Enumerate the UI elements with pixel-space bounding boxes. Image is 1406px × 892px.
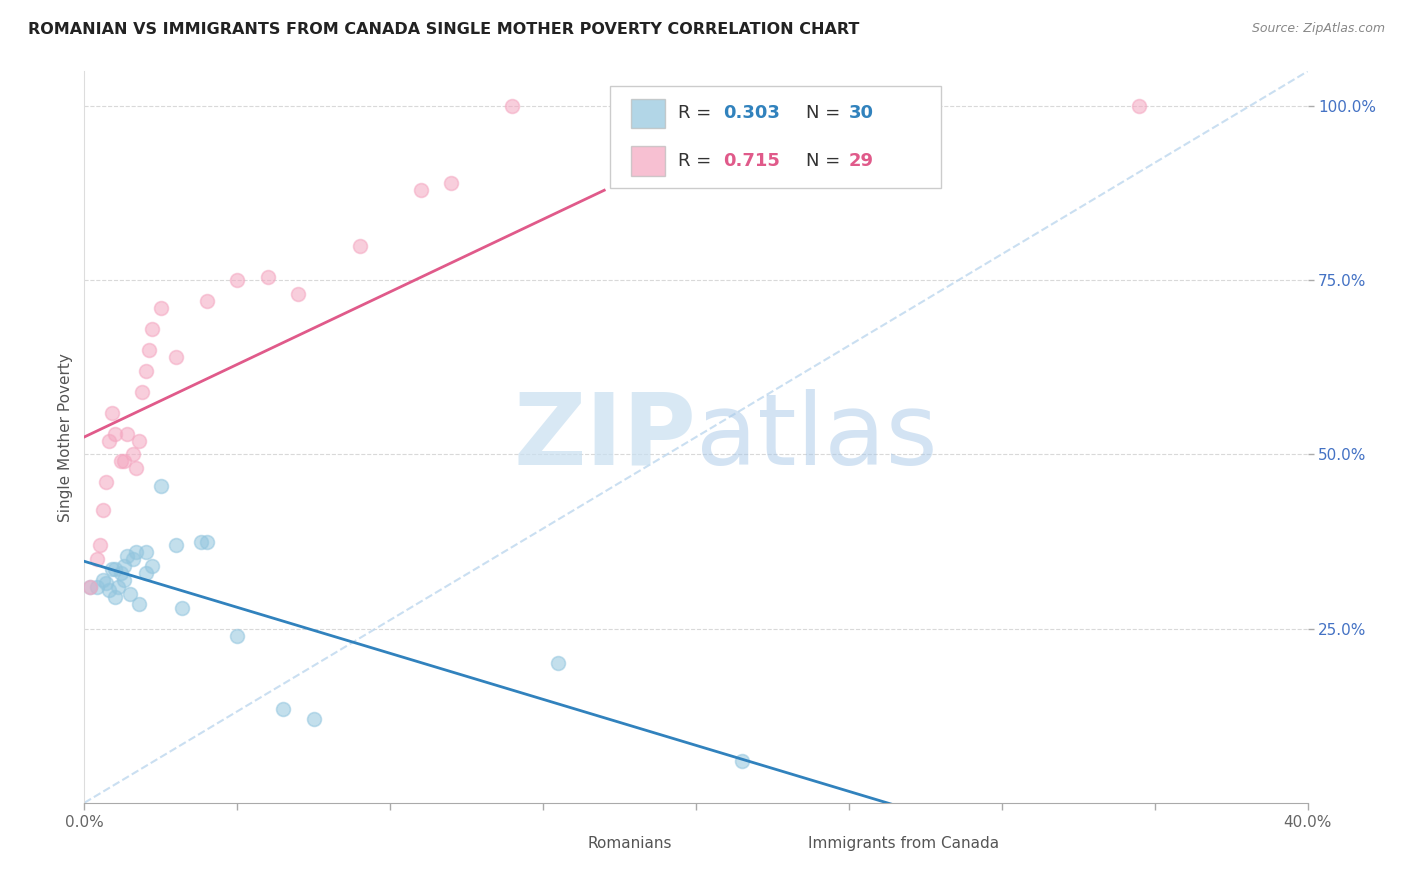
Text: Romanians: Romanians bbox=[588, 836, 672, 851]
Point bbox=[165, 350, 187, 364]
Point bbox=[112, 573, 135, 587]
Point bbox=[138, 343, 160, 357]
Point bbox=[195, 294, 218, 309]
Text: N =: N = bbox=[806, 104, 846, 122]
Point bbox=[89, 538, 111, 552]
Point bbox=[149, 301, 172, 316]
Point bbox=[226, 273, 249, 287]
FancyBboxPatch shape bbox=[610, 86, 941, 188]
Point bbox=[104, 591, 127, 605]
Point bbox=[94, 475, 117, 490]
Point bbox=[135, 566, 157, 580]
Point bbox=[110, 566, 132, 580]
Point bbox=[135, 545, 157, 559]
Point bbox=[91, 573, 114, 587]
Point bbox=[172, 600, 194, 615]
Point bbox=[86, 580, 108, 594]
Y-axis label: Single Mother Poverty: Single Mother Poverty bbox=[58, 352, 73, 522]
Text: Immigrants from Canada: Immigrants from Canada bbox=[808, 836, 998, 851]
Point bbox=[125, 461, 148, 475]
Text: ROMANIAN VS IMMIGRANTS FROM CANADA SINGLE MOTHER POVERTY CORRELATION CHART: ROMANIAN VS IMMIGRANTS FROM CANADA SINGL… bbox=[28, 22, 859, 37]
Point bbox=[195, 534, 218, 549]
Text: Source: ZipAtlas.com: Source: ZipAtlas.com bbox=[1251, 22, 1385, 36]
Point bbox=[1128, 99, 1150, 113]
Text: 0.303: 0.303 bbox=[723, 104, 780, 122]
Point bbox=[112, 454, 135, 468]
Text: R =: R = bbox=[678, 152, 717, 170]
Text: N =: N = bbox=[806, 152, 846, 170]
Point bbox=[112, 558, 135, 573]
FancyBboxPatch shape bbox=[550, 835, 582, 851]
Point bbox=[79, 580, 101, 594]
Point bbox=[122, 552, 145, 566]
Point bbox=[97, 583, 120, 598]
Point bbox=[271, 702, 294, 716]
Point bbox=[101, 562, 124, 576]
Point bbox=[257, 269, 280, 284]
Point bbox=[731, 754, 754, 768]
Point bbox=[165, 538, 187, 552]
Text: 30: 30 bbox=[849, 104, 875, 122]
Point bbox=[128, 597, 150, 611]
Point bbox=[104, 426, 127, 441]
Point bbox=[226, 629, 249, 643]
FancyBboxPatch shape bbox=[631, 146, 665, 176]
Point bbox=[141, 558, 163, 573]
Point bbox=[110, 454, 132, 468]
FancyBboxPatch shape bbox=[769, 835, 801, 851]
Point bbox=[547, 657, 569, 671]
Text: atlas: atlas bbox=[696, 389, 938, 485]
Point bbox=[97, 434, 120, 448]
Point bbox=[107, 580, 129, 594]
Text: ZIP: ZIP bbox=[513, 389, 696, 485]
FancyBboxPatch shape bbox=[631, 99, 665, 128]
Point bbox=[149, 479, 172, 493]
Point bbox=[141, 322, 163, 336]
Point bbox=[128, 434, 150, 448]
Point bbox=[101, 406, 124, 420]
Point bbox=[79, 580, 101, 594]
Point bbox=[91, 503, 114, 517]
Point bbox=[502, 99, 524, 113]
Point bbox=[287, 287, 309, 301]
Text: 29: 29 bbox=[849, 152, 875, 170]
Point bbox=[120, 587, 142, 601]
Point bbox=[190, 534, 212, 549]
Point bbox=[409, 183, 432, 197]
Point bbox=[131, 384, 153, 399]
Point bbox=[122, 448, 145, 462]
Text: 0.715: 0.715 bbox=[723, 152, 780, 170]
Point bbox=[349, 238, 371, 252]
Point bbox=[94, 576, 117, 591]
Point bbox=[135, 364, 157, 378]
Point bbox=[125, 545, 148, 559]
Point bbox=[115, 549, 138, 563]
Text: R =: R = bbox=[678, 104, 717, 122]
Point bbox=[440, 176, 463, 190]
Point bbox=[115, 426, 138, 441]
Point bbox=[302, 712, 325, 726]
Point bbox=[86, 552, 108, 566]
Point bbox=[104, 562, 127, 576]
